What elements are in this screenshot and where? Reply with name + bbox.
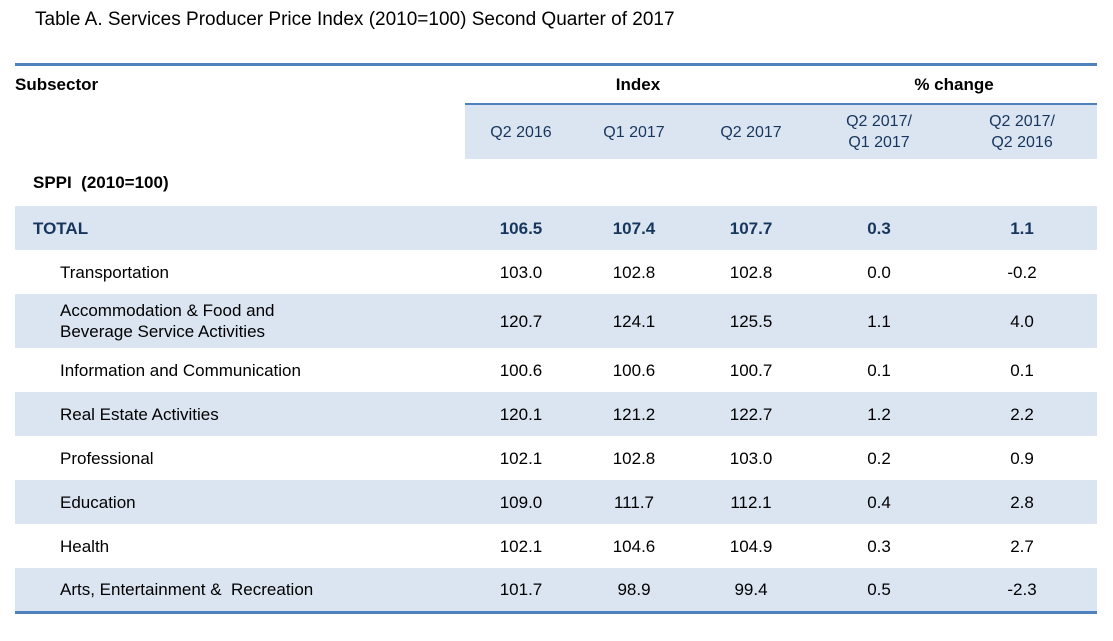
header-quarter-row: Q2 2016 Q1 2017 Q2 2017 Q2 2017/ Q1 2017…	[15, 103, 1098, 159]
page: Table A. Services Producer Price Index (…	[0, 8, 1113, 614]
value-cell-q1-2017: 100.6	[612, 360, 656, 380]
value-cell-chg-q2-2016: -2.3	[947, 568, 1098, 614]
value-cell-q2-2017: 100.7	[729, 360, 773, 380]
value-cell-chg-q1-2017: 0.3	[867, 536, 891, 556]
value-cell-q1-2017: 98.9	[577, 568, 691, 614]
value-cell-chg-q2-2016: 2.2	[947, 392, 1098, 436]
value-cell-chg-q2-2016: 1.1	[947, 206, 1098, 250]
value-cell-q1-2017: 121.2	[577, 392, 691, 436]
value-cell-q1-2017: 102.8	[612, 262, 656, 282]
value-cell-q2-2016: 120.7	[465, 294, 577, 348]
value-cell-chg-q1-2017: 1.1	[811, 294, 948, 348]
subsector-cell: Accommodation & Food and Beverage Servic…	[15, 294, 465, 348]
value-cell-q1-2017: 111.7	[577, 480, 691, 524]
value-cell-q2-2017: 122.7	[691, 392, 812, 436]
value-cell-q2-2017: 99.4	[691, 568, 812, 614]
column-group-index: Index	[465, 63, 812, 104]
value-cell-q2-2016: 102.1	[499, 448, 543, 468]
value-cell-q2-2017: 112.1	[691, 480, 812, 524]
value-cell-chg-q2-2016: 0.9	[1010, 448, 1034, 468]
column-group-pct-change: % change	[811, 63, 1098, 104]
value-cell-q2-2016: 103.0	[499, 262, 543, 282]
subsector-cell: Transportation	[60, 262, 169, 282]
table-row: Arts, Entertainment & Recreation 101.7 9…	[15, 568, 1098, 614]
subsector-cell: Arts, Entertainment & Recreation	[15, 568, 465, 614]
value-cell-q2-2016: 102.1	[499, 536, 543, 556]
value-cell-chg-q1-2017: 1.2	[811, 392, 948, 436]
table-row: TOTAL 106.5 107.4 107.7 0.3 1.1	[15, 206, 1098, 250]
value-cell-chg-q1-2017: 0.4	[811, 480, 948, 524]
subsector-cell: TOTAL	[15, 206, 465, 250]
value-cell-q2-2017: 104.9	[729, 536, 773, 556]
table-title: Table A. Services Producer Price Index (…	[35, 9, 675, 30]
subsector-cell: Professional	[60, 448, 154, 468]
table-header: Subsector Index % change Q2 2016 Q1 2017…	[15, 63, 1098, 207]
section-label-row: SPPI (2010=100)	[15, 159, 1097, 206]
value-cell-chg-q1-2017: 0.3	[811, 206, 948, 250]
column-header-q1-2017: Q1 2017	[577, 103, 691, 159]
table-row: Professional 102.1 102.8 103.0 0.2 0.9	[15, 436, 1097, 480]
table-row: Accommodation & Food and Beverage Servic…	[15, 294, 1098, 348]
column-header-q2-2017-vs-q2-2016: Q2 2017/ Q2 2016	[947, 103, 1098, 159]
value-cell-q2-2016: 100.6	[499, 360, 543, 380]
value-cell-q1-2017: 107.4	[577, 206, 691, 250]
value-cell-q2-2017: 103.0	[729, 448, 773, 468]
value-cell-q2-2017: 102.8	[729, 262, 773, 282]
value-cell-chg-q1-2017: 0.1	[867, 360, 891, 380]
value-cell-q2-2016: 120.1	[465, 392, 577, 436]
subsector-cell: Education	[15, 480, 465, 524]
value-cell-q2-2017: 125.5	[691, 294, 812, 348]
column-header-q2-2017: Q2 2017	[691, 103, 812, 159]
table-row: Real Estate Activities 120.1 121.2 122.7…	[15, 392, 1098, 436]
subheader-spacer	[15, 104, 465, 159]
table-row: Information and Communication 100.6 100.…	[15, 348, 1097, 392]
value-cell-chg-q2-2016: 2.8	[947, 480, 1098, 524]
table-row: Education 109.0 111.7 112.1 0.4 2.8	[15, 480, 1098, 524]
column-header-subsector: Subsector	[15, 63, 465, 104]
value-cell-chg-q2-2016: 0.1	[1010, 360, 1034, 380]
value-cell-q1-2017: 124.1	[577, 294, 691, 348]
section-label-sppi: SPPI (2010=100)	[33, 172, 169, 192]
subsector-cell: Information and Communication	[60, 360, 301, 380]
column-header-q2-2016: Q2 2016	[465, 103, 577, 159]
table-row: Transportation 103.0 102.8 102.8 0.0 -0.…	[15, 250, 1097, 294]
value-cell-q1-2017: 102.8	[612, 448, 656, 468]
value-cell-chg-q2-2016: -0.2	[1007, 262, 1037, 282]
value-cell-chg-q2-2016: 4.0	[947, 294, 1098, 348]
column-header-q2-2017-vs-q1-2017: Q2 2017/ Q1 2017	[811, 103, 948, 159]
value-cell-chg-q2-2016: 2.7	[1010, 536, 1034, 556]
value-cell-chg-q1-2017: 0.5	[811, 568, 948, 614]
value-cell-q2-2016: 101.7	[465, 568, 577, 614]
header-group-row: Subsector Index % change	[15, 63, 1098, 104]
value-cell-q1-2017: 104.6	[612, 536, 656, 556]
value-cell-chg-q1-2017: 0.2	[867, 448, 891, 468]
subsector-cell: Real Estate Activities	[15, 392, 465, 436]
table-body: TOTAL 106.5 107.4 107.7 0.3 1.1 Transpor…	[15, 206, 1098, 614]
value-cell-q2-2017: 107.7	[691, 206, 812, 250]
value-cell-chg-q1-2017: 0.0	[867, 262, 891, 282]
value-cell-q2-2016: 106.5	[465, 206, 577, 250]
value-cell-q2-2016: 109.0	[465, 480, 577, 524]
table-row: Health 102.1 104.6 104.9 0.3 2.7	[15, 524, 1097, 568]
sppi-table: Subsector Index % change Q2 2016 Q1 2017…	[15, 63, 1098, 614]
subsector-cell: Health	[60, 536, 110, 556]
